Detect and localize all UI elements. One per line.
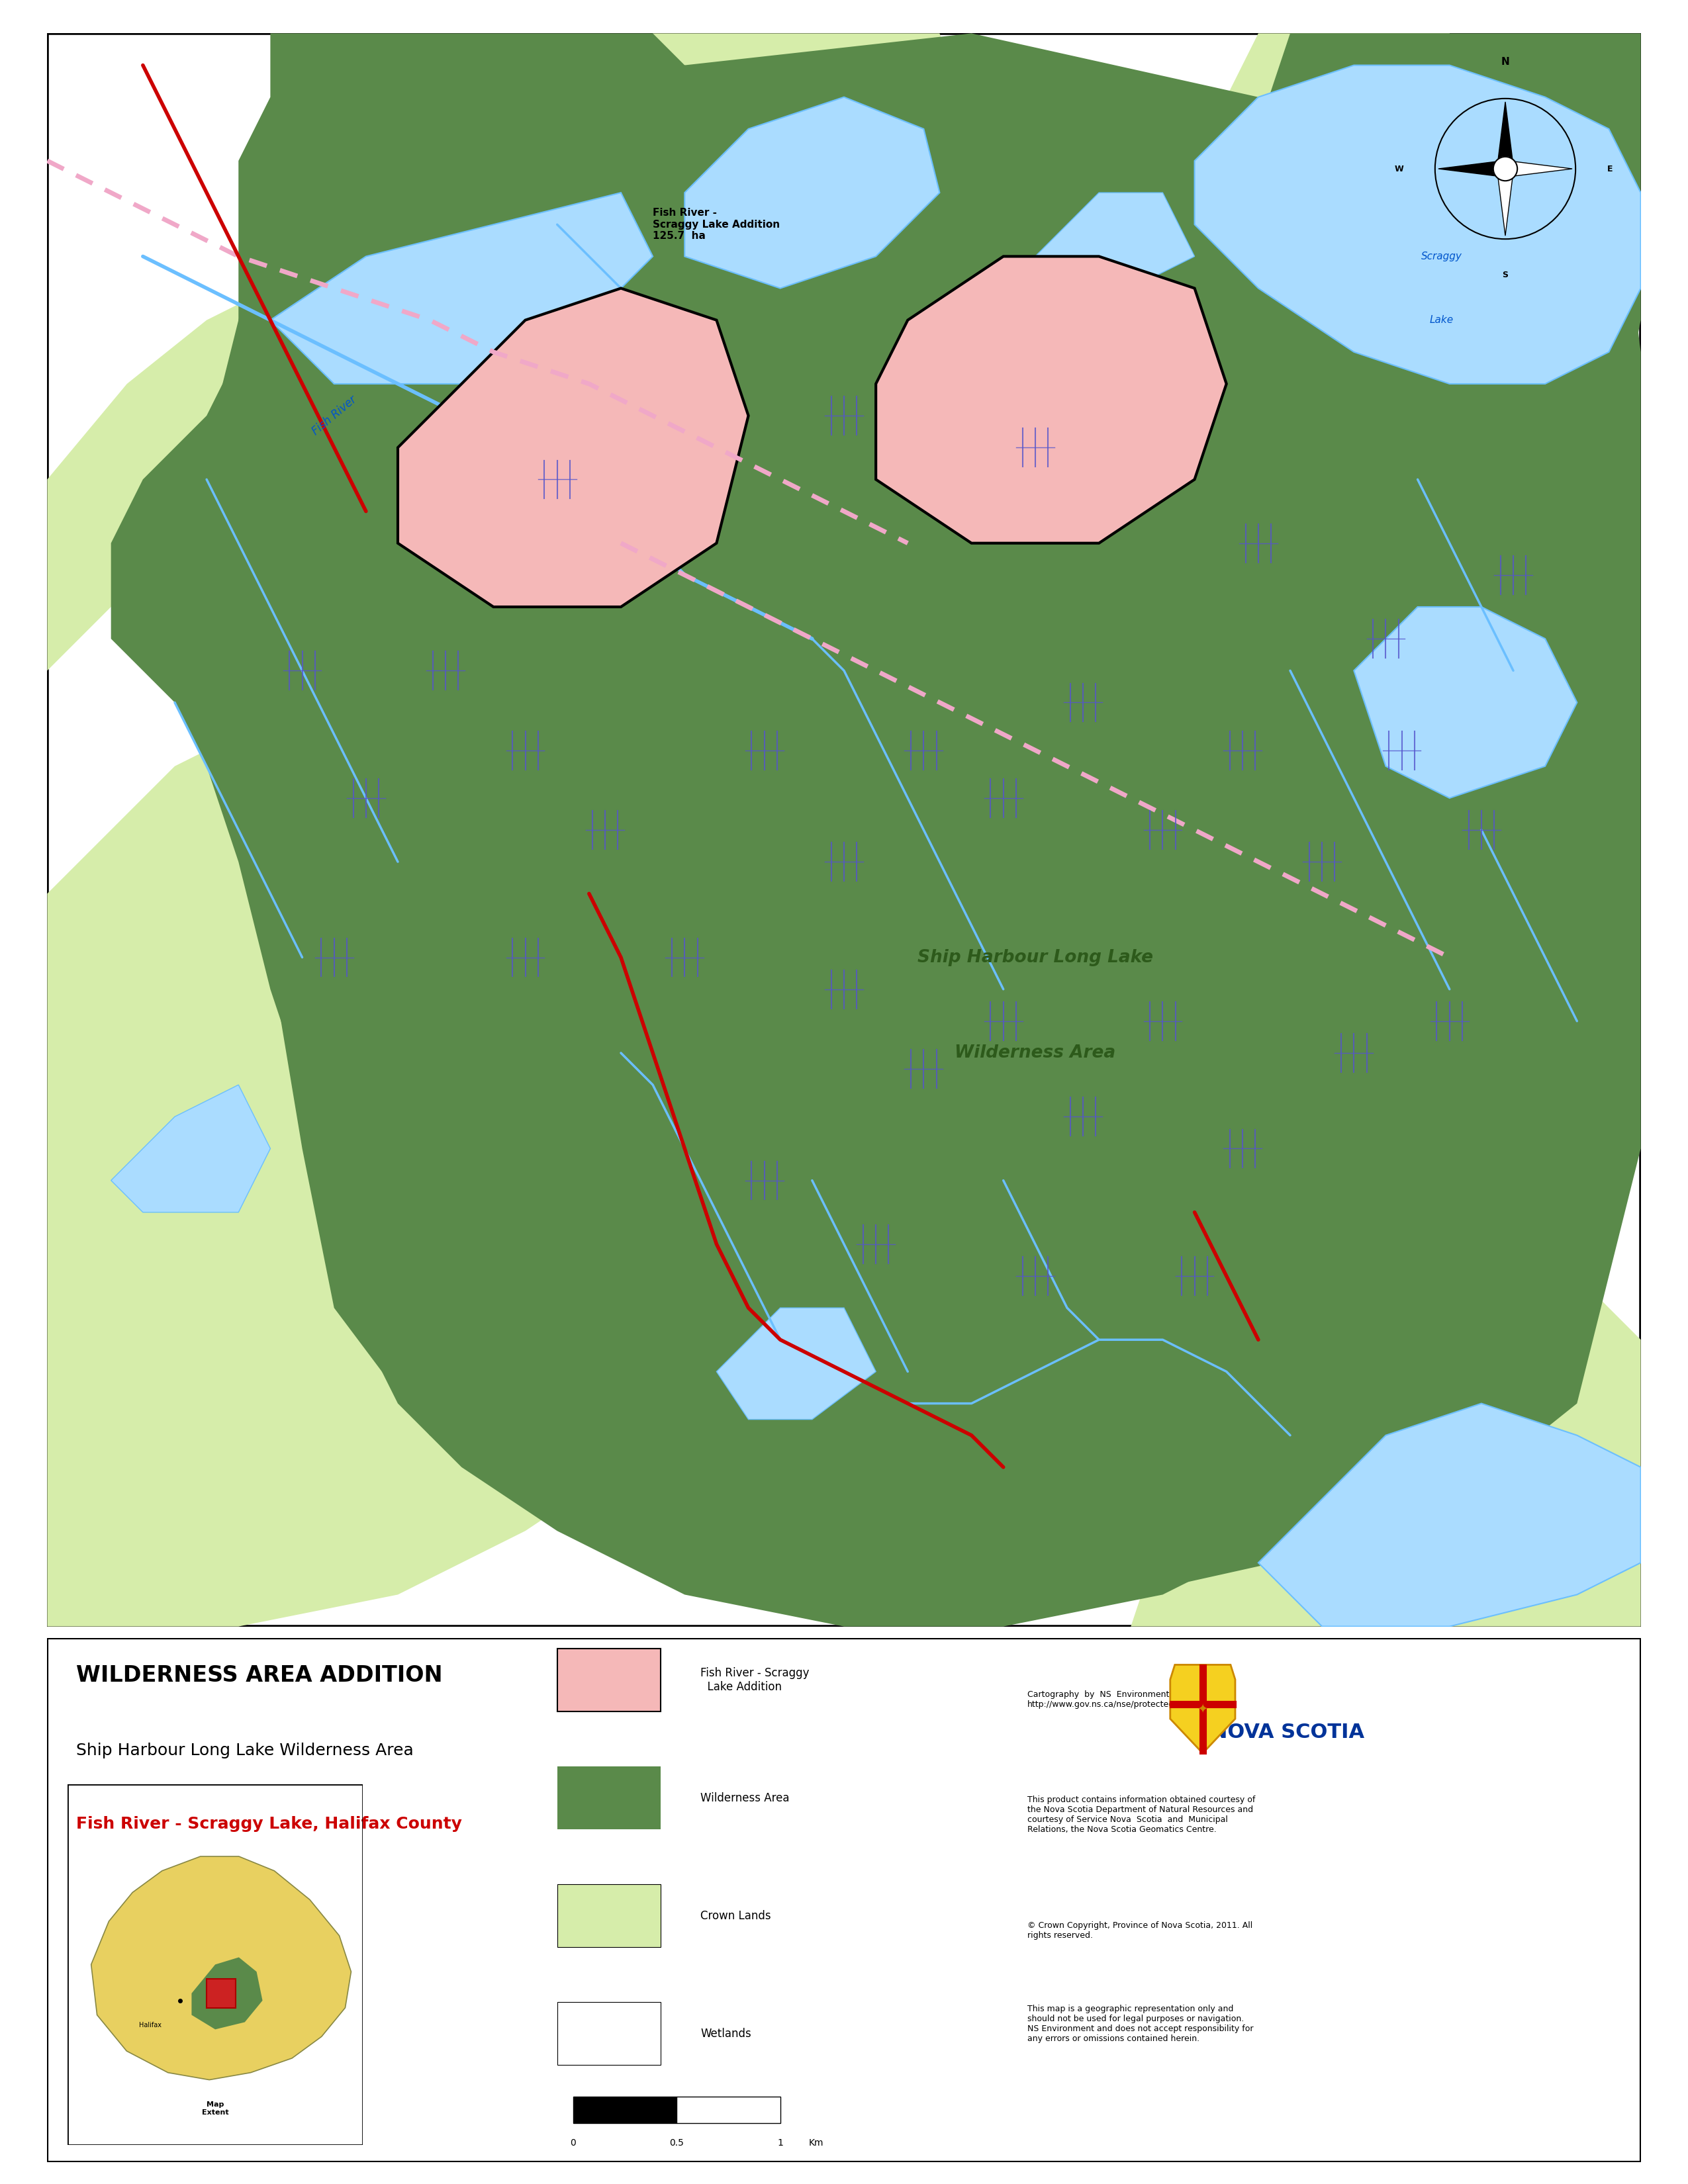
Polygon shape [191, 1957, 263, 2029]
Text: Wilderness Area: Wilderness Area [955, 1044, 1116, 1061]
Text: Halifax: Halifax [138, 2022, 162, 2029]
Text: This map is a geographic representation only and
should not be used for legal pu: This map is a geographic representation … [1028, 2005, 1252, 2044]
Polygon shape [1506, 159, 1572, 177]
Polygon shape [1438, 159, 1506, 177]
Polygon shape [1195, 66, 1641, 384]
Polygon shape [1227, 33, 1482, 162]
Text: Fish River -
Scraggy Lake Addition
125.7  ha: Fish River - Scraggy Lake Addition 125.7… [653, 207, 780, 240]
Polygon shape [1497, 168, 1514, 236]
Polygon shape [47, 96, 923, 670]
Polygon shape [270, 192, 653, 384]
Polygon shape [1170, 1664, 1236, 1754]
Polygon shape [1035, 192, 1195, 288]
Text: WILDERNESS AREA ADDITION: WILDERNESS AREA ADDITION [76, 1664, 442, 1686]
Text: This product contains information obtained courtesy of
the Nova Scotia Departmen: This product contains information obtain… [1028, 1795, 1256, 1835]
Text: Wilderness Area: Wilderness Area [701, 1791, 790, 1804]
Bar [557, 1649, 660, 1712]
Polygon shape [1497, 103, 1514, 168]
Text: Fish River: Fish River [309, 393, 358, 437]
Text: ✦: ✦ [1197, 1704, 1209, 1714]
Text: Fish River - Scraggy
  Lake Addition: Fish River - Scraggy Lake Addition [701, 1666, 810, 1693]
Polygon shape [589, 33, 972, 192]
Text: E: E [1607, 164, 1614, 173]
Polygon shape [716, 1308, 876, 1420]
Text: W: W [1394, 164, 1403, 173]
Text: Fish River - Scraggy Lake, Halifax County: Fish River - Scraggy Lake, Halifax Count… [76, 1817, 463, 1832]
Polygon shape [1131, 1245, 1641, 1627]
Bar [206, 1979, 236, 2007]
Bar [574, 2097, 677, 2123]
Polygon shape [111, 33, 1641, 1627]
Polygon shape [206, 33, 1641, 1594]
Text: 1: 1 [776, 2138, 783, 2147]
Text: Km: Km [809, 2138, 824, 2147]
Text: 0: 0 [571, 2138, 576, 2147]
Bar [557, 1885, 660, 1948]
Text: Wetlands: Wetlands [701, 2027, 751, 2040]
Text: Ship Harbour Long Lake: Ship Harbour Long Lake [917, 948, 1153, 965]
Text: Lake: Lake [1430, 314, 1453, 325]
Text: Map
Extent: Map Extent [203, 2101, 228, 2116]
Text: S: S [1502, 271, 1509, 280]
Text: NOVA SCOTIA: NOVA SCOTIA [1210, 1723, 1364, 1743]
Circle shape [1494, 157, 1518, 181]
Polygon shape [47, 734, 780, 1627]
Text: Cartography  by  NS  Environment,  March  2011.
http://www.gov.ns.ca/nse/protect: Cartography by NS Environment, March 201… [1028, 1690, 1231, 1708]
Polygon shape [685, 96, 940, 288]
Text: © Crown Copyright, Province of Nova Scotia, 2011. All
rights reserved.: © Crown Copyright, Province of Nova Scot… [1028, 1922, 1252, 1939]
Polygon shape [111, 1085, 270, 1212]
Polygon shape [398, 288, 748, 607]
Bar [557, 2003, 660, 2066]
Polygon shape [1354, 607, 1577, 797]
Bar [557, 1767, 660, 1830]
Text: 0.5: 0.5 [670, 2138, 684, 2147]
Text: Scraggy: Scraggy [1421, 251, 1462, 262]
Polygon shape [91, 1856, 351, 2079]
Text: Ship Harbour Long Lake Wilderness Area: Ship Harbour Long Lake Wilderness Area [76, 1743, 414, 1758]
Text: Crown Lands: Crown Lands [701, 1909, 771, 1922]
Polygon shape [1258, 1404, 1641, 1627]
Polygon shape [876, 256, 1227, 544]
Bar [677, 2097, 780, 2123]
Text: N: N [1501, 57, 1509, 68]
